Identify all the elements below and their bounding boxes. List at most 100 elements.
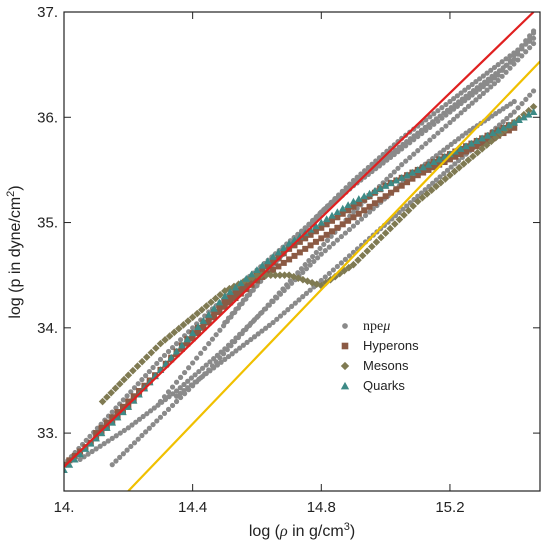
data-point xyxy=(308,278,316,287)
data-point xyxy=(125,398,132,405)
data-point xyxy=(247,270,256,278)
data-point xyxy=(523,96,529,102)
data-point xyxy=(413,197,422,206)
data-point xyxy=(199,317,208,324)
data-point xyxy=(459,160,468,168)
data-point xyxy=(485,76,491,82)
data-point xyxy=(296,249,303,256)
data-point xyxy=(427,137,433,143)
data-point xyxy=(515,116,523,123)
data-point xyxy=(198,305,206,314)
data-point xyxy=(255,313,261,319)
data-point xyxy=(237,279,245,287)
data-point xyxy=(239,278,247,286)
data-point xyxy=(507,59,514,65)
data-point xyxy=(227,299,234,306)
data-point xyxy=(448,141,454,148)
data-point xyxy=(395,215,404,224)
data-point xyxy=(161,410,168,416)
data-point xyxy=(266,271,275,279)
data-point xyxy=(294,274,303,282)
data-point xyxy=(266,322,272,328)
data-point xyxy=(248,320,254,326)
data-point xyxy=(424,160,433,168)
data-point xyxy=(334,224,341,231)
data-point xyxy=(184,317,192,325)
data-point xyxy=(188,375,195,381)
data-point xyxy=(145,378,154,386)
data-point xyxy=(507,101,514,107)
data-point xyxy=(192,372,198,378)
data-point xyxy=(181,387,187,394)
data-point xyxy=(269,252,277,260)
data-point xyxy=(98,397,107,406)
data-point xyxy=(345,207,352,214)
data-point xyxy=(441,175,450,183)
data-point xyxy=(484,137,491,144)
data-point xyxy=(430,164,437,171)
data-point xyxy=(170,328,179,337)
data-point xyxy=(345,217,352,224)
data-point xyxy=(409,175,416,182)
data-point xyxy=(173,379,180,385)
data-point xyxy=(338,204,347,212)
data-point xyxy=(185,385,191,391)
data-point xyxy=(322,205,328,212)
data-point xyxy=(430,180,436,186)
data-point xyxy=(318,235,325,242)
data-point xyxy=(151,405,157,411)
data-point xyxy=(113,433,119,439)
data-point xyxy=(423,190,431,198)
data-point xyxy=(314,213,321,219)
data-point xyxy=(111,384,120,393)
data-point xyxy=(135,381,141,387)
data-point xyxy=(350,214,357,221)
data-point xyxy=(198,350,204,356)
data-point xyxy=(391,169,397,175)
data-point xyxy=(203,370,209,377)
data-point xyxy=(229,351,235,357)
data-point xyxy=(415,130,421,136)
data-point xyxy=(218,349,224,355)
data-point xyxy=(495,62,501,68)
data-point xyxy=(326,270,332,277)
data-point xyxy=(271,271,280,279)
data-point xyxy=(173,388,180,394)
data-point xyxy=(499,73,505,79)
data-point xyxy=(495,132,502,139)
data-point xyxy=(170,391,176,397)
data-point xyxy=(468,145,475,152)
data-point xyxy=(313,249,319,256)
legend-label: npeμ xyxy=(363,319,390,334)
data-point xyxy=(214,352,220,358)
data-point xyxy=(303,266,310,272)
data-point xyxy=(500,130,507,137)
data-point xyxy=(237,331,243,337)
data-point xyxy=(146,425,152,431)
data-point xyxy=(515,51,521,57)
data-point xyxy=(500,106,506,112)
data-point xyxy=(524,110,533,118)
data-point xyxy=(263,325,269,331)
x-axis-label: log (ρ in g/cm3) xyxy=(249,521,355,540)
data-point xyxy=(157,414,164,420)
data-point xyxy=(423,140,429,147)
red-reference-line xyxy=(64,12,535,468)
data-point xyxy=(355,195,363,202)
data-point xyxy=(214,362,220,368)
data-point xyxy=(248,288,254,294)
data-point xyxy=(354,219,361,226)
data-point xyxy=(194,323,202,330)
data-point xyxy=(430,119,436,125)
data-point xyxy=(222,319,228,326)
data-point xyxy=(441,147,447,153)
data-point xyxy=(487,137,496,146)
data-point xyxy=(455,163,463,172)
data-point xyxy=(255,331,261,337)
data-point xyxy=(339,221,346,228)
data-point xyxy=(372,238,381,246)
data-point xyxy=(322,248,328,254)
data-point xyxy=(527,35,533,41)
data-point xyxy=(225,342,232,348)
data-point xyxy=(89,448,95,455)
